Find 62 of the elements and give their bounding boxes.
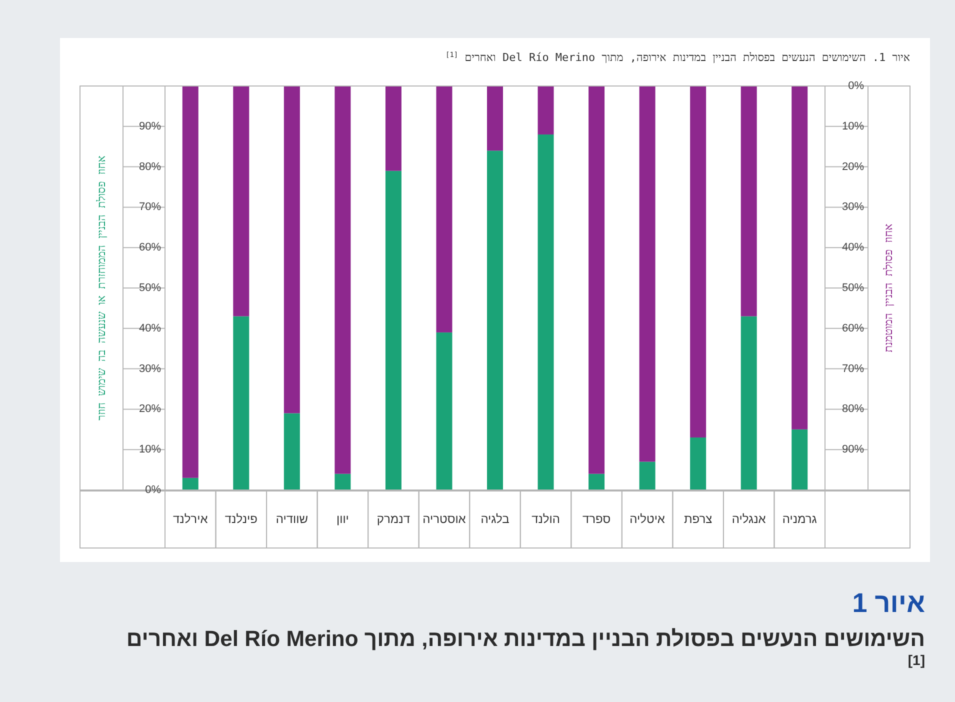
y-tick-label: 30% xyxy=(138,362,162,375)
x-tick-label: אוסטריה xyxy=(422,512,466,526)
bar xyxy=(233,86,250,316)
bar xyxy=(588,474,605,490)
x-tick-label: הולנד xyxy=(532,512,560,526)
bar xyxy=(284,86,300,414)
bar xyxy=(487,86,503,151)
bar xyxy=(588,86,605,474)
bar xyxy=(436,86,452,332)
bar xyxy=(538,134,554,490)
x-tick-label: דנמרק xyxy=(376,512,410,526)
y2-tick-label: 70% xyxy=(842,362,864,375)
bar xyxy=(334,86,351,474)
bar xyxy=(690,86,706,438)
x-tick-label: אנגליה xyxy=(732,512,766,526)
text: איור 1 xyxy=(852,588,925,618)
bar xyxy=(740,316,757,490)
bar xyxy=(538,86,554,134)
y-tick-label: 20% xyxy=(138,403,162,416)
y-tick-label: 50% xyxy=(138,282,162,294)
bar xyxy=(385,170,402,490)
bar xyxy=(740,86,757,316)
x-tick-label: פינלנד xyxy=(224,512,258,526)
bar xyxy=(639,462,656,490)
bar xyxy=(284,413,300,490)
y-tick-label: 90% xyxy=(138,120,162,132)
bar xyxy=(385,86,402,171)
y-tick-label: 40% xyxy=(138,322,162,334)
x-tick-label: בלגיה xyxy=(480,512,510,526)
y2-tick-label: 50% xyxy=(842,282,864,294)
y2-tick-label: 10% xyxy=(842,120,864,132)
y2-tick-label: 60% xyxy=(842,322,864,334)
bar xyxy=(690,437,706,490)
bar xyxy=(639,86,656,462)
bar xyxy=(182,86,198,478)
bar xyxy=(487,150,503,490)
y2-tick-label: 0% xyxy=(848,80,864,92)
x-tick-label: אירלנד xyxy=(173,512,208,526)
y-tick-label: 70% xyxy=(138,201,162,214)
x-tick-label: ספרד xyxy=(582,512,611,526)
x-tick-label: צרפת xyxy=(684,512,713,526)
x-tick-label: שוודיה xyxy=(276,512,308,526)
bar xyxy=(436,332,452,490)
bar xyxy=(792,86,808,430)
y2-tick-label: 20% xyxy=(842,160,864,173)
y2-tick-label: 30% xyxy=(842,201,864,214)
x-tick-label: גרמניה xyxy=(782,512,817,526)
x-tick-label: איטליה xyxy=(630,512,666,526)
y-tick-label: 0% xyxy=(145,484,162,496)
y-tick-label: 80% xyxy=(138,160,162,173)
y2-tick-label: 40% xyxy=(842,242,864,254)
bar xyxy=(334,474,351,490)
bar xyxy=(182,478,198,490)
y2-tick-label: 80% xyxy=(842,403,864,416)
y-tick-label: 10% xyxy=(138,444,162,456)
y-tick-label: 60% xyxy=(138,242,162,254)
bar xyxy=(233,316,250,490)
x-tick-label: יוון xyxy=(336,512,349,526)
y2-axis-title: אחוז פסולת הבניין המוטמנת xyxy=(882,223,895,352)
bar xyxy=(792,429,808,490)
y-axis-title: אחוז פסולת הבניין הממוחזרת או שנעשה בה שימוש חוזר xyxy=(95,155,108,420)
y2-tick-label: 90% xyxy=(842,444,864,456)
